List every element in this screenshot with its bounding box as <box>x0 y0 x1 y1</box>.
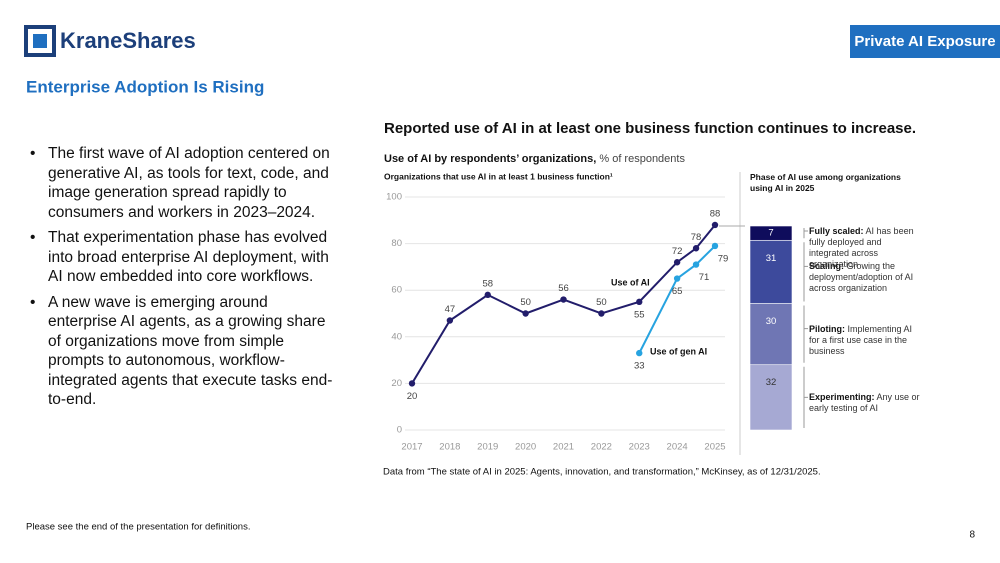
bar-segment <box>749 239 793 304</box>
subtitle: Use of AI by respondents’ organizations, <box>384 153 596 165</box>
phase-text: Implementing AI for a first use case in … <box>809 323 913 356</box>
point <box>408 380 416 387</box>
x-tick-label: 2020 <box>515 442 536 453</box>
bar-segment <box>749 364 793 431</box>
x-tick-label: 2019 <box>477 442 498 453</box>
logo-icon <box>24 25 56 57</box>
slide-title: Enterprise Adoption Is Rising <box>26 77 264 96</box>
y-tick-label: 40 <box>391 331 402 342</box>
point <box>673 259 681 266</box>
bullet: A new wave is emerging around enterprise… <box>28 293 338 410</box>
series-line <box>638 245 716 354</box>
data-label: 78 <box>691 232 702 243</box>
footer: Please see the end of the presentation f… <box>26 522 250 533</box>
point <box>446 317 454 324</box>
series-line <box>411 224 716 384</box>
point <box>692 245 700 252</box>
data-label: 71 <box>699 272 710 283</box>
phase-name: Fully scaled: <box>809 226 864 236</box>
data-label: 47 <box>445 304 456 315</box>
phase-text: AI has been fully deployed and integrate… <box>809 226 914 269</box>
data-label: 56 <box>558 283 569 294</box>
page-number: 8 <box>969 530 975 541</box>
bar-title: Phase of AI use among organizations using… <box>750 172 901 193</box>
phase-description: Scaling: Growing the deployment/adoption… <box>809 261 921 294</box>
point <box>692 261 700 268</box>
bullet: The first wave of AI adoption centered o… <box>28 144 338 222</box>
bar-value: 7 <box>768 228 773 239</box>
series-name: Use of AI <box>611 277 650 287</box>
bullet: That experimentation phase has evolved i… <box>28 228 338 287</box>
point <box>484 291 491 299</box>
logo-icon-inner <box>33 34 47 48</box>
phase-description: Piloting: Implementing AI for a first us… <box>809 324 921 357</box>
point <box>560 296 567 303</box>
bar-value: 31 <box>766 253 777 264</box>
bar-title-line: using AI in 2025 <box>750 183 815 193</box>
bullets: The first wave of AI adoption centered o… <box>28 144 338 416</box>
point <box>711 242 719 250</box>
x-tick-label: 2018 <box>439 442 460 453</box>
phase-description: Fully scaled: AI has been fully deployed… <box>809 226 921 270</box>
phase-text: Any use or early testing of AI <box>809 392 920 414</box>
badge <box>850 25 1000 58</box>
data-label: 88 <box>710 208 721 219</box>
y-tick-label: 0 <box>397 425 402 436</box>
data-label: 55 <box>634 309 645 320</box>
phase-name: Scaling: <box>809 261 845 272</box>
badge-text: Private AI Exposure <box>854 33 995 50</box>
data-label: 79 <box>718 253 729 264</box>
bar-value: 30 <box>766 316 777 327</box>
point <box>522 310 529 317</box>
x-tick-label: 2023 <box>629 442 650 453</box>
point <box>636 298 643 306</box>
point <box>598 310 605 317</box>
point <box>673 275 681 282</box>
data-label: 50 <box>520 297 531 308</box>
series-name: Use of gen AI <box>650 346 707 356</box>
y-tick-label: 60 <box>391 285 402 296</box>
data-label: 58 <box>482 278 493 289</box>
bar-segment <box>749 225 793 241</box>
phase-name: Experimenting: <box>809 392 875 403</box>
source: Data from “The state of AI in 2025: Agen… <box>383 467 821 478</box>
data-label: 65 <box>672 286 683 297</box>
logo-text: KraneShares <box>60 28 196 53</box>
bar-value: 32 <box>766 377 777 388</box>
phase-text: Growing the deployment/adoption of AI ac… <box>809 261 914 294</box>
chart-subtitle: Use of AI by respondents’ organizations,… <box>384 153 685 165</box>
chart-title: Reported use of AI in at least one busin… <box>384 120 916 137</box>
data-label: 50 <box>596 297 607 308</box>
y-tick-label: 100 <box>386 192 402 203</box>
y-label: Organizations that use AI in at least 1 … <box>384 171 613 181</box>
data-label: 72 <box>672 246 683 257</box>
subtitle-unit: % of respondents <box>599 153 685 165</box>
y-tick-label: 80 <box>391 238 402 249</box>
phase-description: Experimenting: Any use or early testing … <box>809 392 921 414</box>
y-tick-label: 20 <box>391 378 402 389</box>
phase-name: Piloting: <box>809 323 845 334</box>
x-tick-label: 2017 <box>401 442 422 453</box>
x-tick-label: 2024 <box>667 442 688 453</box>
point <box>711 221 719 229</box>
x-tick-label: 2021 <box>553 442 574 453</box>
data-label: 20 <box>407 391 418 402</box>
x-tick-label: 2022 <box>591 442 612 453</box>
bar-segment <box>749 303 793 366</box>
point <box>636 349 643 357</box>
data-label: 33 <box>634 361 645 372</box>
x-tick-label: 2025 <box>704 442 725 453</box>
bar-title-line: Phase of AI use among organizations <box>750 172 901 182</box>
